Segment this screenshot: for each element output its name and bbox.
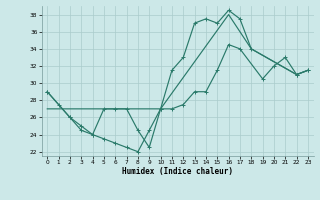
X-axis label: Humidex (Indice chaleur): Humidex (Indice chaleur) xyxy=(122,167,233,176)
